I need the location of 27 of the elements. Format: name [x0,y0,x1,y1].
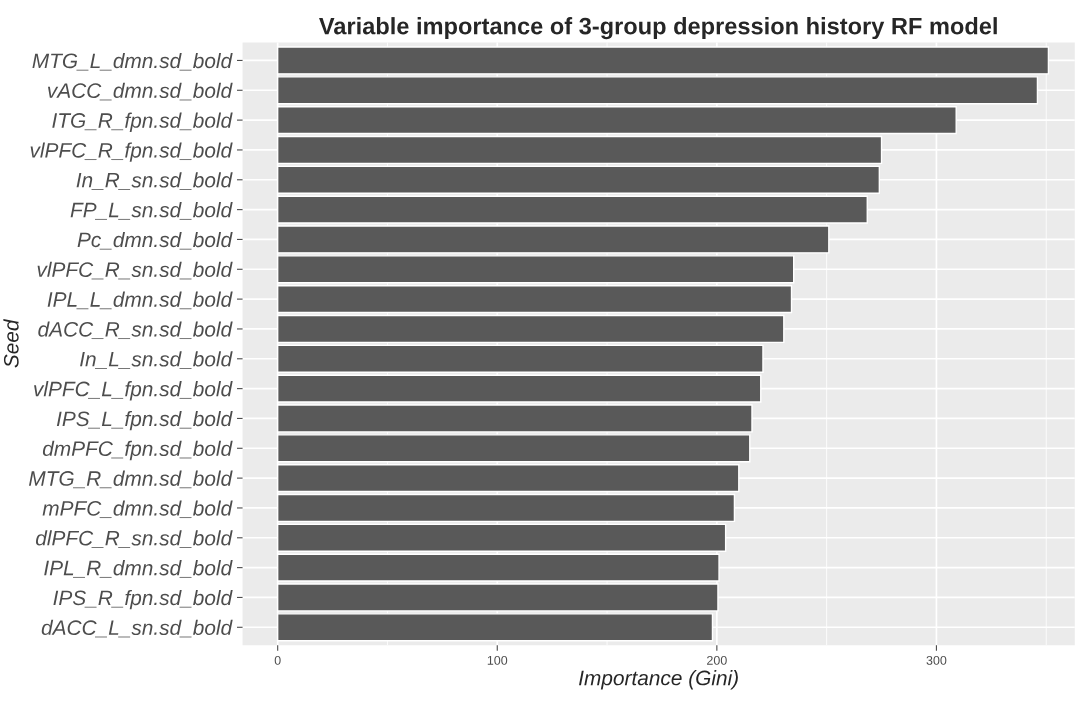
y-tick-label: ITG_R_fpn.sd_bold [52,112,233,132]
y-tick-label: dACC_R_sn.sd_bold [38,321,233,340]
y-tick-label: MTG_L_dmn.sd_bold [32,52,233,71]
y-tick-label: In_L_sn.sd_bold [80,351,233,369]
y-tick-label: vlPFC_L_fpn.sd_bold [34,381,233,401]
y-tick-label: Pc_dmn.sd_bold [77,231,233,250]
y-axis-title: Seed [3,318,19,368]
y-tick-label: MTG_R_dmn.sd_bold [28,470,233,489]
x-tick-label: 100 [487,655,508,665]
y-tick-label: IPS_R_fpn.sd_bold [53,589,233,610]
y-tick-label: mPFC_dmn.sd_bold [42,500,233,519]
chart-title: Variable importance of 3-group depression history RF model [319,17,997,40]
y-tick-label: dACC_L_sn.sd_bold [41,619,233,638]
y-tick-label: vlPFC_R_sn.sd_bold [37,261,233,280]
y-tick-label: IPS_L_fpn.sd_bold [56,410,233,431]
x-tick-label: 300 [926,655,947,665]
y-tick-label: vlPFC_R_fpn.sd_bold [30,142,233,162]
y-tick-label: dmPFC_fpn.sd_bold [42,440,233,461]
y-tick-label: IPL_L_dmn.sd_bold [47,291,233,310]
x-tick-label: 0 [274,655,281,665]
y-tick-label: dlPFC_R_sn.sd_bold [35,530,233,548]
y-tick-label: IPL_R_dmn.sd_bold [44,560,233,578]
y-tick-label: FP_L_sn.sd_bold [70,202,233,220]
y-tick-label: vACC_dmn.sd_bold [48,82,233,101]
y-tick-label: In_R_sn.sd_bold [76,172,233,190]
x-tick-label: 200 [707,655,727,665]
x-axis-title: Importance (Gini) [579,670,738,690]
